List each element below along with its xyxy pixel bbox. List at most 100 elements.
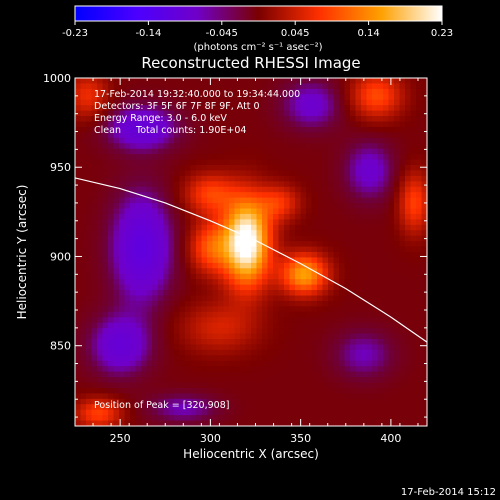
heatmap-cell — [119, 165, 126, 172]
heatmap-cell — [212, 137, 219, 144]
heatmap-cell — [207, 88, 214, 95]
heatmap-cell — [141, 230, 148, 237]
heatmap-cell — [273, 366, 280, 373]
heatmap-cell — [366, 268, 373, 275]
heatmap-cell — [196, 393, 203, 400]
heatmap-cell — [295, 175, 302, 182]
heatmap-cell — [102, 175, 109, 182]
heatmap-cell — [262, 170, 269, 177]
heatmap-cell — [141, 387, 148, 394]
heatmap-cell — [141, 203, 148, 210]
heatmap-cell — [300, 241, 307, 248]
heatmap-cell — [278, 132, 285, 139]
heatmap-cell — [300, 175, 307, 182]
heatmap-cell — [141, 382, 148, 389]
heatmap-cell — [416, 322, 423, 329]
heatmap-cell — [405, 306, 412, 313]
heatmap-cell — [333, 355, 340, 362]
heatmap-cell — [124, 377, 131, 384]
heatmap-cell — [75, 262, 82, 269]
heatmap-cell — [207, 159, 214, 166]
heatmap-cell — [278, 295, 285, 302]
heatmap-cell — [245, 268, 252, 275]
heatmap-cell — [218, 328, 225, 335]
heatmap-cell — [75, 137, 82, 144]
heatmap-cell — [229, 409, 236, 416]
heatmap-cell — [405, 148, 412, 155]
heatmap-cell — [108, 78, 115, 85]
heatmap-cell — [124, 170, 131, 177]
heatmap-cell — [97, 273, 104, 280]
heatmap-cell — [256, 339, 263, 346]
heatmap-cell — [212, 126, 219, 133]
heatmap-cell — [251, 322, 258, 329]
heatmap-cell — [223, 192, 230, 199]
heatmap-cell — [240, 339, 247, 346]
heatmap-cell — [152, 306, 159, 313]
heatmap-cell — [212, 393, 219, 400]
heatmap-cell — [410, 235, 417, 242]
heatmap-cell — [278, 317, 285, 324]
heatmap-cell — [383, 371, 390, 378]
heatmap-cell — [119, 371, 126, 378]
heatmap-cell — [168, 349, 175, 356]
heatmap-cell — [405, 224, 412, 231]
heatmap-cell — [333, 420, 340, 426]
heatmap-cell — [245, 192, 252, 199]
heatmap-cell — [152, 262, 159, 269]
heatmap-cell — [190, 344, 197, 351]
heatmap-cell — [278, 94, 285, 101]
heatmap-cell — [207, 360, 214, 367]
heatmap-cell — [130, 99, 137, 106]
heatmap-cell — [289, 360, 296, 367]
heatmap-cell — [91, 252, 98, 259]
heatmap-cell — [245, 186, 252, 193]
heatmap-cell — [146, 224, 153, 231]
heatmap-cell — [306, 284, 313, 291]
heatmap-cell — [251, 116, 258, 123]
heatmap-cell — [124, 110, 131, 117]
heatmap-cell — [322, 230, 329, 237]
heatmap-cell — [135, 284, 142, 291]
heatmap-cell — [212, 165, 219, 172]
heatmap-cell — [289, 339, 296, 346]
heatmap-cell — [328, 387, 335, 394]
heatmap-cell — [262, 219, 269, 226]
heatmap-cell — [300, 295, 307, 302]
heatmap-cell — [405, 382, 412, 389]
heatmap-cell — [141, 192, 148, 199]
heatmap-cell — [124, 132, 131, 139]
heatmap-cell — [130, 148, 137, 155]
heatmap-cell — [135, 257, 142, 264]
heatmap-cell — [102, 88, 109, 95]
heatmap-cell — [278, 230, 285, 237]
heatmap-cell — [80, 284, 87, 291]
heatmap-cell — [405, 235, 412, 242]
heatmap-cell — [207, 415, 214, 422]
x-tick-label: 350 — [290, 432, 311, 445]
heatmap-cell — [124, 213, 131, 220]
heatmap-cell — [174, 300, 181, 307]
heatmap-cell — [240, 126, 247, 133]
heatmap-cell — [201, 88, 208, 95]
heatmap-cell — [284, 219, 291, 226]
heatmap-cell — [141, 404, 148, 411]
heatmap-cell — [135, 322, 142, 329]
heatmap-cell — [410, 262, 417, 269]
heatmap-cell — [185, 371, 192, 378]
heatmap-cell — [75, 333, 82, 340]
heatmap-cell — [119, 116, 126, 123]
heatmap-cell — [185, 268, 192, 275]
heatmap-cell — [372, 377, 379, 384]
heatmap-cell — [86, 159, 93, 166]
heatmap-cell — [273, 99, 280, 106]
heatmap-cell — [355, 257, 362, 264]
heatmap-cell — [377, 409, 384, 416]
heatmap-cell — [113, 322, 120, 329]
heatmap-cell — [201, 268, 208, 275]
heatmap-cell — [306, 387, 313, 394]
heatmap-cell — [284, 208, 291, 215]
heatmap-cell — [388, 290, 395, 297]
heatmap-cell — [163, 268, 170, 275]
heatmap-cell — [339, 165, 346, 172]
